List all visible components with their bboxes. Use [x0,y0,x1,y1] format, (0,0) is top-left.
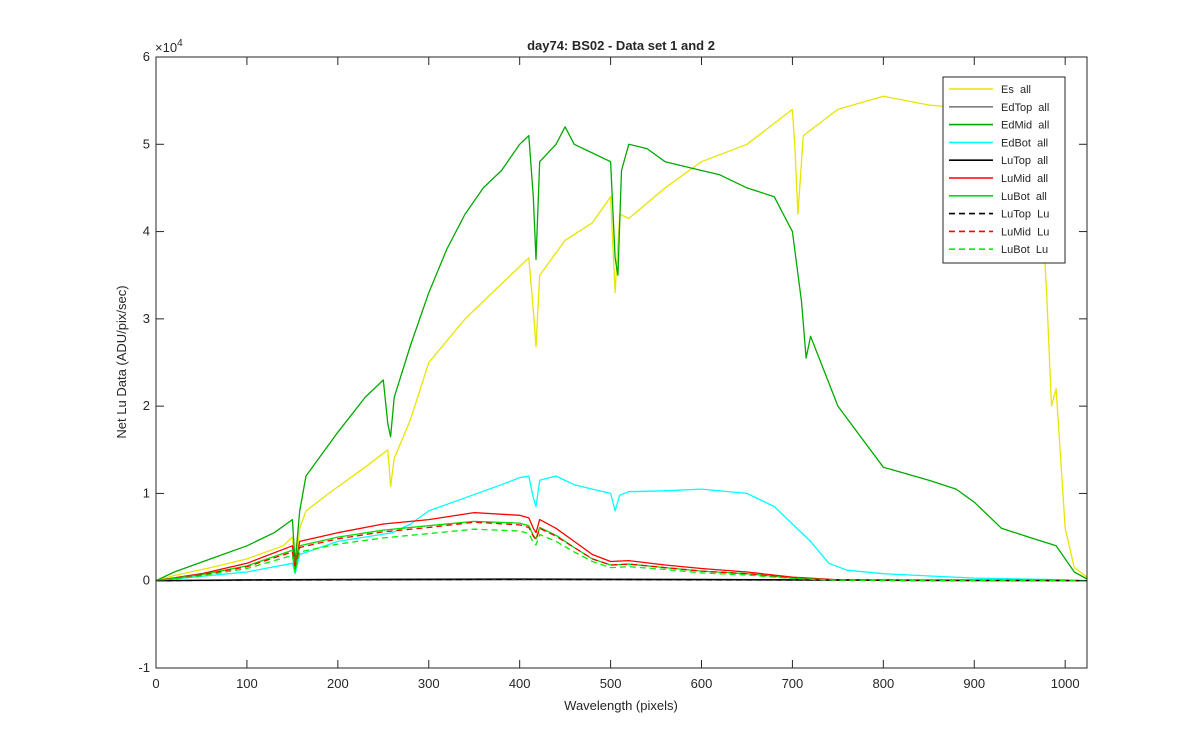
series-line-2 [155,126,1088,582]
ticks-layer: 0 100 200 300 400 500 600 700 800 900 1000-1012345… [138,49,1087,691]
y-exponent-label: ×104 [155,38,183,55]
series-line-9 [155,528,1087,582]
series-layer [155,95,1088,582]
plot-area [156,57,1087,668]
y-axis-label: Net Lu Data (ADU/pix/sec) [114,285,129,438]
y-tick-label-6: 5 [143,136,150,151]
y-tick-label-7: 6 [143,49,150,64]
legend-label-8: LuMid Lu [1001,226,1049,238]
legend-label-0: Es all [1001,84,1031,96]
y-tick-label-5: 4 [143,224,150,239]
axes-layer [155,56,1088,669]
x-tick-label-0: 0 [152,676,159,691]
y-tick-label-0: -1 [138,660,150,675]
x-tick-label-2: 200 [327,676,349,691]
legend: Es all EdTop all EdMid all EdBot all LuTop a… [942,76,1066,264]
axes-box [155,56,1088,669]
x-tick-label-5: 500 [600,676,622,691]
x-tick-label-9: 900 [963,676,985,691]
x-tick-label-4: 400 [509,676,531,691]
x-tick-label-8: 800 [872,676,894,691]
series-line-7 [155,578,1088,582]
y-exponent-power: 4 [177,38,183,49]
x-tick-label-3: 300 [418,676,440,691]
legend-label-4: LuTop all [1001,155,1048,167]
x-tick-label-6: 600 [691,676,713,691]
legend-label-3: EdBot all [1001,137,1048,149]
series-line-3 [155,475,1088,582]
legend-label-2: EdMid all [1001,120,1049,132]
legend-label-9: LuBot Lu [1001,244,1048,256]
legend-label-6: LuBot all [1001,191,1047,203]
legend-label-1: EdTop all [1001,102,1049,114]
x-axis-label: Wavelength (pixels) [564,698,678,713]
y-tick-label-4: 3 [143,311,150,326]
legend-label-7: LuTop Lu [1001,209,1049,221]
x-tick-label-1: 100 [236,676,258,691]
y-exponent-base: ×10 [155,40,177,55]
series-line-8 [155,521,1087,582]
x-tick-label-7: 700 [782,676,804,691]
x-tick-label-10: 1000 [1051,676,1080,691]
legend-label-5: LuMid all [1001,173,1048,185]
y-tick-label-1: 0 [143,573,150,588]
y-tick-label-3: 2 [143,398,150,413]
y-tick-label-2: 1 [143,485,150,500]
chart-title: day74: BS02 - Data set 1 and 2 [527,38,715,53]
